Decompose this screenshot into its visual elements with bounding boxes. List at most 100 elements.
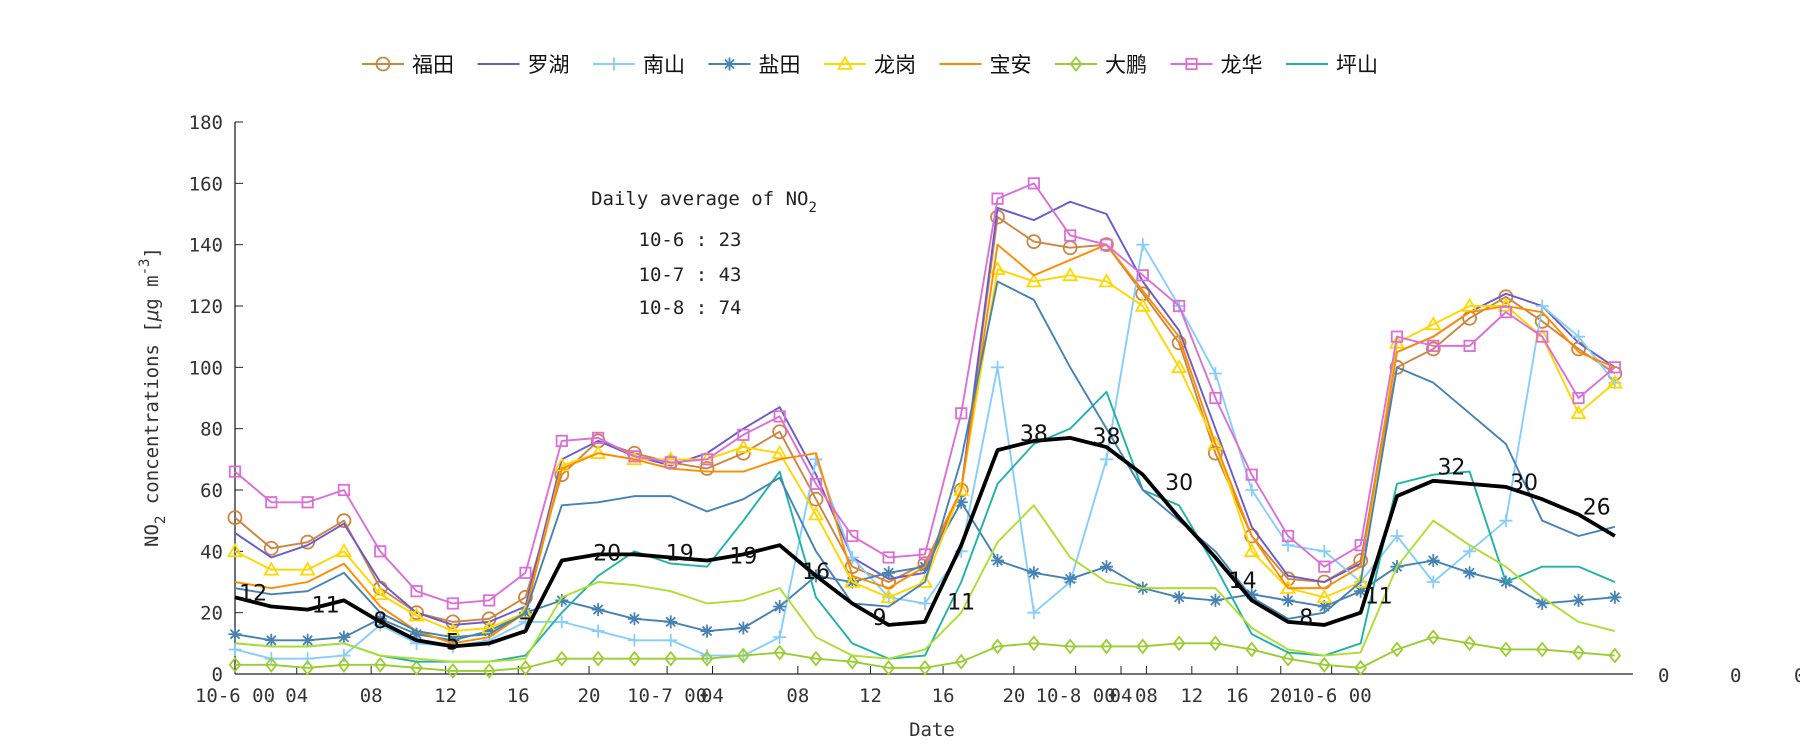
marker-asterisk (591, 603, 605, 617)
marker-diamond (882, 659, 895, 676)
marker-diamond (1390, 641, 1404, 658)
marker-square (809, 477, 823, 490)
marker-asterisk (301, 633, 315, 647)
marker-square (592, 431, 605, 444)
marker-circle (772, 424, 788, 440)
marker-square (301, 496, 314, 509)
series-line (234, 243, 1616, 645)
marker-plus (773, 630, 787, 644)
marker-asterisk (482, 624, 496, 638)
marker-plus (991, 360, 1005, 374)
marker-triangle (335, 543, 352, 558)
marker-asterisk (882, 566, 896, 580)
marker-asterisk (264, 633, 278, 647)
marker-triangle (662, 451, 679, 466)
marker-asterisk (1245, 587, 1259, 601)
marker-plus (337, 649, 351, 663)
x-tick-label: 12 (859, 685, 882, 707)
marker-asterisk (1099, 560, 1113, 574)
marker-diamond (991, 638, 1004, 655)
marker-triangle (299, 561, 316, 576)
mean-value-label: 5 (446, 630, 460, 655)
marker-circle (227, 510, 243, 525)
marker-square (882, 551, 895, 564)
marker-asterisk (446, 633, 460, 647)
marker-plus (1390, 529, 1404, 543)
marker-plus (1208, 366, 1222, 380)
marker-square (700, 453, 714, 466)
marker-square (1354, 539, 1367, 552)
marker-diamond (1172, 635, 1186, 652)
marker-triangle (1062, 267, 1079, 282)
marker-square (1185, 57, 1198, 71)
x-tick-label: 12 (1180, 685, 1203, 707)
marker-plus (1426, 575, 1440, 589)
marker-asterisk (627, 612, 641, 626)
marker-plus (1027, 606, 1041, 620)
mean-value-label: 30 (1510, 471, 1538, 496)
series-line (234, 182, 1616, 605)
marker-asterisk (664, 615, 678, 629)
x-tick-label: 16 (507, 685, 530, 707)
marker-square (628, 450, 641, 463)
marker-square (265, 496, 278, 509)
marker-diamond (446, 662, 460, 679)
marker-square (1572, 391, 1585, 405)
marker-square (846, 529, 859, 543)
legend: 福田 罗湖 南山 盐田 龙岗 宝安 大鹏 龙华 坪山 (362, 53, 1378, 77)
marker-triangle (1207, 435, 1224, 450)
marker-triangle (1425, 316, 1442, 331)
x-tick-label: 16 (932, 685, 955, 707)
marker-diamond (228, 656, 242, 673)
marker-plus (664, 633, 678, 647)
y-tick-label: 80 (200, 419, 223, 441)
marker-diamond (737, 647, 750, 664)
y-tick-label: 0 (212, 664, 223, 686)
mean-value-label: 7 (518, 615, 532, 640)
marker-circle (1026, 234, 1042, 250)
annotation-line-1: 10-6 : 23 (639, 229, 742, 251)
mean-value-label: 19 (666, 542, 694, 567)
marker-square (446, 597, 459, 610)
stray-label: 0 (1794, 665, 1800, 687)
mean-value-label: 26 (1583, 496, 1611, 521)
marker-circle (1099, 237, 1114, 253)
marker-triangle (1098, 273, 1115, 288)
marker-asterisk (700, 624, 714, 638)
x-tick-label: 10-8 00 (1036, 685, 1116, 707)
marker-square (483, 594, 496, 607)
marker-square (918, 548, 932, 561)
mean-value-label: 20 (593, 542, 621, 567)
marker-diamond (1499, 641, 1513, 658)
marker-circle (1534, 313, 1550, 329)
marker-diamond (1245, 641, 1259, 658)
marker-square (664, 456, 677, 469)
marker-asterisk (1463, 566, 1477, 580)
y-tick-label: 60 (200, 480, 223, 502)
marker-triangle (1352, 573, 1369, 588)
marker-diamond (1608, 647, 1622, 664)
plot-area (235, 122, 1633, 674)
marker-plus (301, 652, 315, 666)
marker-square (1536, 330, 1549, 343)
mean-value-label: 32 (1437, 456, 1465, 481)
marker-diamond (555, 650, 569, 667)
mean-value-label: 8 (1299, 606, 1313, 631)
marker-diamond (664, 650, 678, 667)
y-tick-label: 20 (200, 603, 223, 625)
marker-triangle (807, 506, 825, 521)
marker-asterisk (228, 627, 242, 641)
mean-value-label: 11 (1365, 584, 1393, 609)
legend-label: 盐田 (759, 53, 801, 77)
marker-square (1173, 299, 1186, 313)
mean-value-label: 11 (312, 594, 340, 619)
marker-asterisk (1281, 593, 1295, 607)
marker-triangle (953, 481, 970, 496)
marker-triangle (1025, 273, 1042, 288)
marker-diamond (591, 650, 605, 667)
marker-plus (1245, 483, 1259, 497)
marker-square (1318, 560, 1331, 573)
marker-circle (1389, 359, 1405, 375)
legend-label: 龙岗 (874, 53, 916, 77)
marker-triangle (590, 444, 607, 459)
